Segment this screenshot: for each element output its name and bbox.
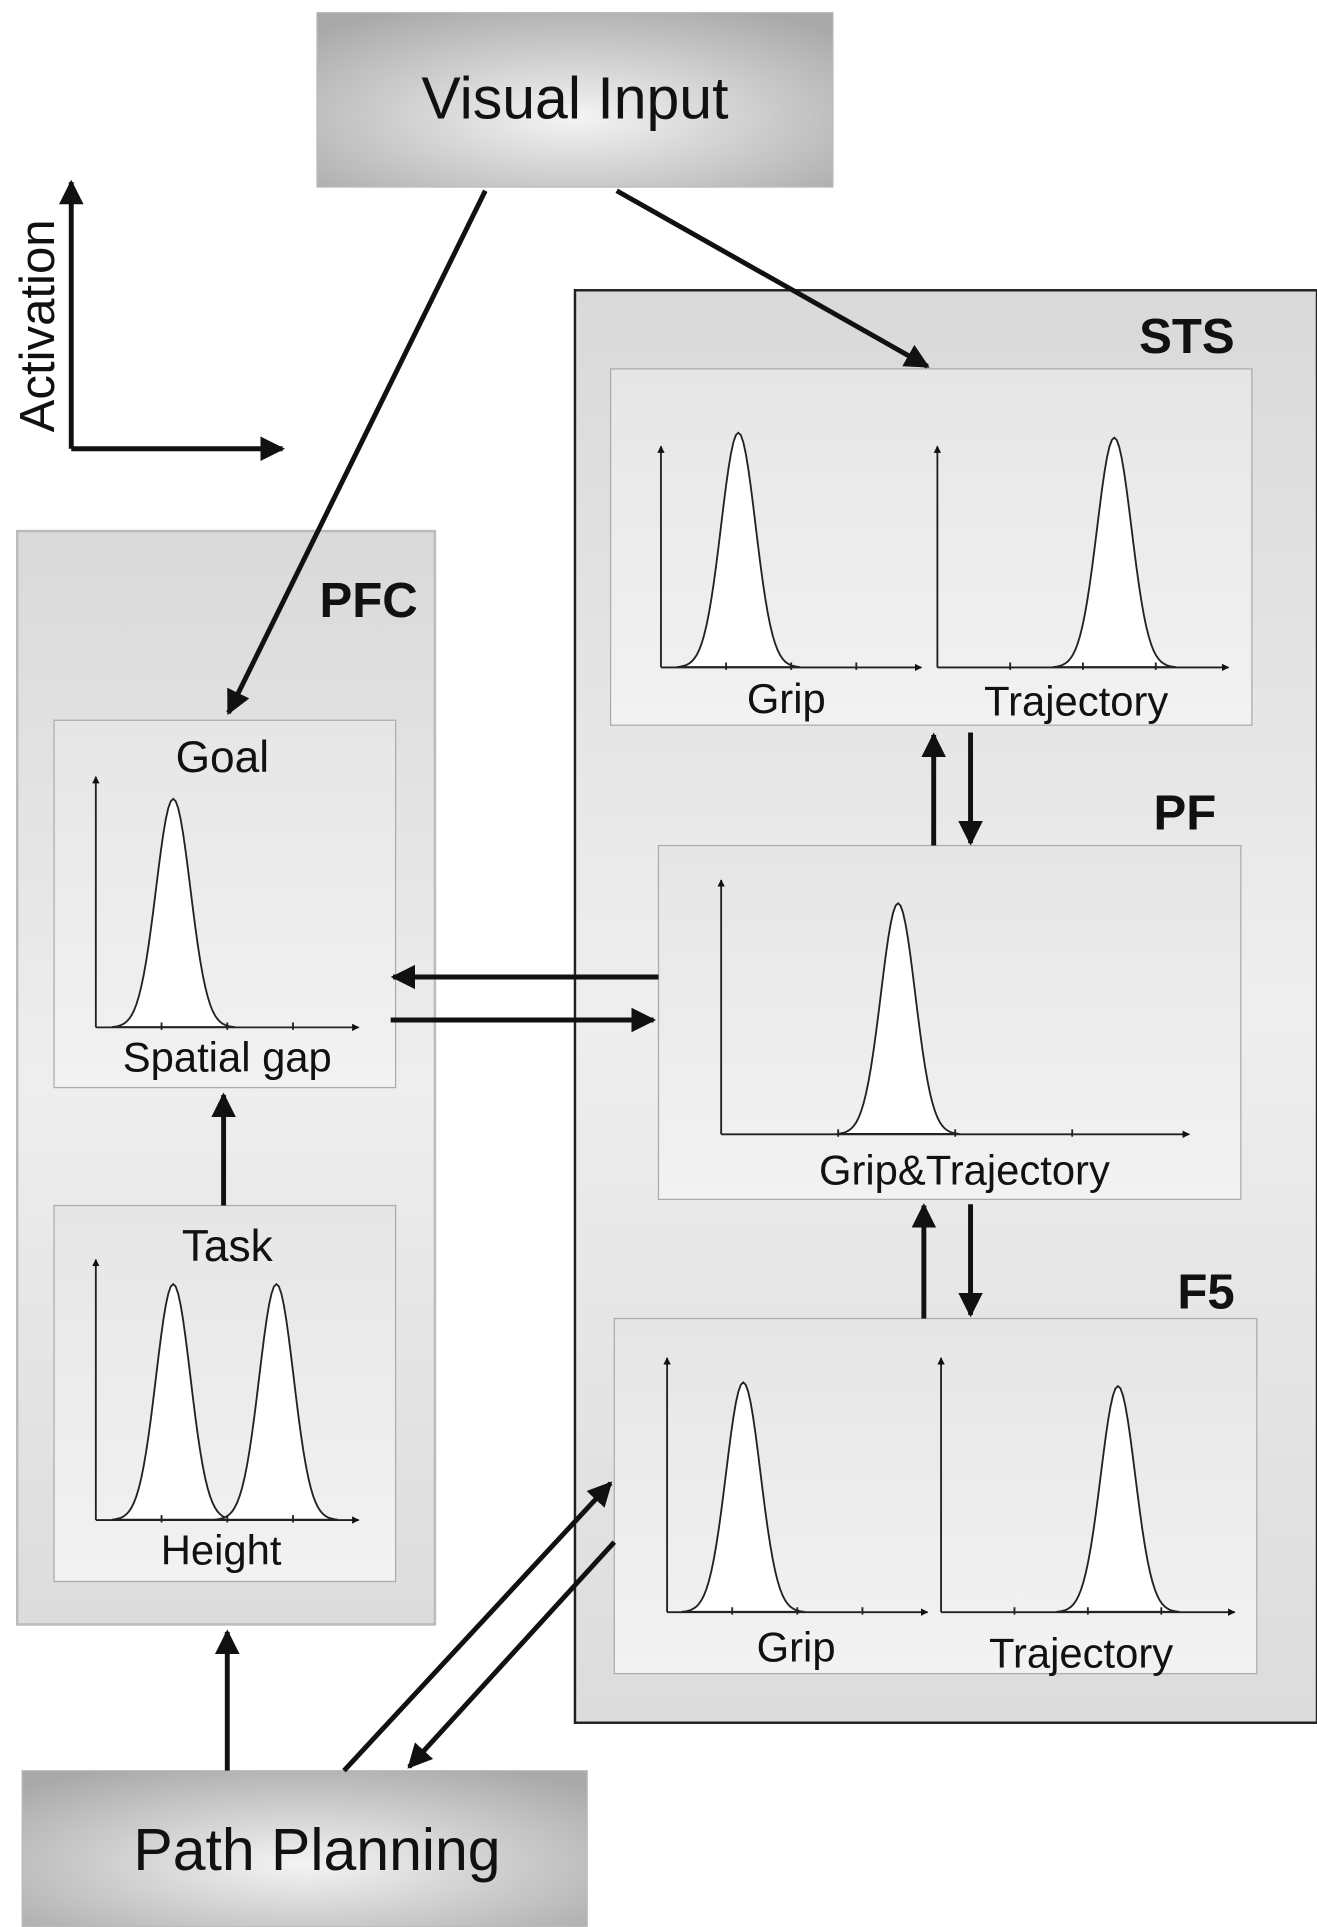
field-box xyxy=(613,1317,1258,1675)
field-axis-label: Height xyxy=(161,1526,282,1573)
region-label: PFC xyxy=(319,574,417,628)
region-label: F5 xyxy=(1177,1266,1234,1320)
field-axis-label: Trajectory xyxy=(989,1629,1173,1676)
field-title: Goal xyxy=(176,733,269,782)
output-box xyxy=(21,1770,588,1927)
activation-curve xyxy=(214,1282,338,1521)
field-axis-label: Grip xyxy=(757,1623,836,1670)
input-box xyxy=(316,11,834,188)
field-axis-label: Spatial gap xyxy=(123,1034,332,1081)
arrows xyxy=(211,188,983,1773)
output-label: Path Planning xyxy=(133,1818,500,1883)
axis-legend-label: Activation xyxy=(11,219,65,432)
activation-curve xyxy=(111,1282,235,1521)
plots xyxy=(92,431,1236,1616)
field-box xyxy=(657,844,1242,1200)
region-label: STS xyxy=(1139,310,1235,364)
activation-curve xyxy=(681,1381,805,1613)
activation-curve xyxy=(1056,1384,1180,1613)
field-box xyxy=(609,368,1253,726)
activation-curve xyxy=(676,431,800,668)
axis-legend xyxy=(58,179,286,462)
activation-curve xyxy=(111,797,235,1028)
field-title: Task xyxy=(182,1222,274,1271)
region-label: PF xyxy=(1153,787,1216,841)
activation-curve xyxy=(836,902,960,1135)
field-axis-label: Trajectory xyxy=(984,677,1168,724)
input-label: Visual Input xyxy=(421,66,728,131)
field-axis-label: Grip xyxy=(747,675,826,722)
activation-curve xyxy=(1052,436,1176,668)
field-axis-label: Grip&Trajectory xyxy=(819,1147,1110,1194)
